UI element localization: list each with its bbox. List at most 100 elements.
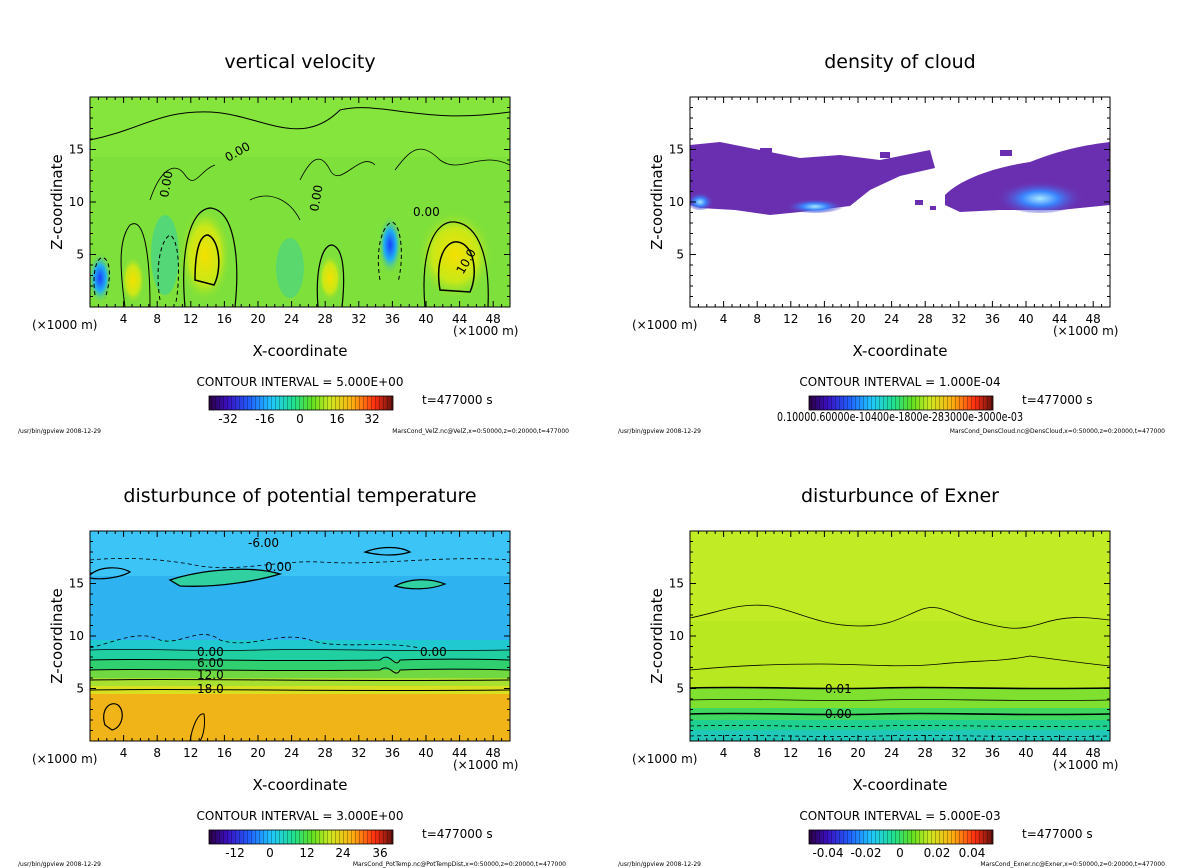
y-axis-label: Z-coordinate xyxy=(48,154,66,249)
x-tick-label: 40 xyxy=(1018,312,1033,326)
colorbar-tick: -32 xyxy=(218,412,238,426)
downdraft-blob xyxy=(378,215,402,275)
x-axis-label: X-coordinate xyxy=(253,342,348,360)
contour-label: 0.00 xyxy=(825,707,852,721)
footer-left: /usr/bin/gpview 2008-12-29 xyxy=(18,428,101,435)
colorbar-tick: -0.04 xyxy=(812,846,843,860)
cloud-core xyxy=(785,197,845,213)
colorbar-tick: -0.02 xyxy=(850,846,881,860)
x-tick-label: 24 xyxy=(284,312,299,326)
y-tick-label: 15 xyxy=(69,143,84,157)
x-tick-label: 8 xyxy=(753,746,761,760)
x-unit-left: (×1000 m) xyxy=(32,752,97,766)
colorbar-tick: 0.04 xyxy=(959,846,986,860)
x-tick-label: 32 xyxy=(351,746,366,760)
x-tick-label: 48 xyxy=(1086,312,1101,326)
contour-label: 6.00 xyxy=(197,656,224,670)
y-tick-label: 10 xyxy=(69,195,84,209)
colorbar-tick: 0 xyxy=(896,846,904,860)
colorbar-ticks: -12 0 12 24 36 xyxy=(225,846,387,860)
y-tick-label: 15 xyxy=(69,577,84,591)
footer-right: MarsCond_PotTemp.nc@PotTempDist,x=0:5000… xyxy=(353,861,566,868)
y-tick-label: 5 xyxy=(76,248,84,262)
x-tick-label: 28 xyxy=(318,312,333,326)
contour-label: 18.0 xyxy=(197,682,224,696)
updraft-blob xyxy=(179,207,231,303)
chart-title: density of cloud xyxy=(824,51,976,73)
footer-right: MarsCond_VelZ.nc@VelZ,x=0:50000,z=0:2000… xyxy=(392,428,569,435)
x-tick-label: 12 xyxy=(783,746,798,760)
contour-interval: CONTOUR INTERVAL = 1.000E-04 xyxy=(799,375,1000,389)
x-tick-label: 44 xyxy=(452,312,467,326)
colorbar-ticks: -0.04 -0.02 0 0.02 0.04 xyxy=(812,846,985,860)
x-tick-label: 20 xyxy=(850,746,865,760)
x-unit-right: (×1000 m) xyxy=(1053,758,1118,772)
panel-vertical-velocity: vertical velocity 0.0 xyxy=(18,51,569,435)
y-tick-label: 15 xyxy=(669,143,684,157)
colorbar-tick: -16 xyxy=(255,412,275,426)
x-tick-label: 48 xyxy=(486,312,501,326)
x-tick-label: 36 xyxy=(985,312,1000,326)
colorbar-tick: -12 xyxy=(225,846,245,860)
panel-potential-temperature: disturbunce of potential temperature xyxy=(18,485,566,868)
cloud-region xyxy=(690,142,935,215)
x-tick-label: 48 xyxy=(1086,746,1101,760)
contour-label: 0.00 xyxy=(413,205,440,219)
x-tick-label: 36 xyxy=(385,746,400,760)
y-tick-label: 10 xyxy=(669,195,684,209)
x-tick-label: 12 xyxy=(183,746,198,760)
x-unit-left: (×1000 m) xyxy=(632,318,697,332)
x-tick-label: 8 xyxy=(153,746,161,760)
y-tick-label: 5 xyxy=(76,682,84,696)
x-tick-label: 16 xyxy=(817,746,832,760)
x-tick-label: 12 xyxy=(783,312,798,326)
x-tick-label: 28 xyxy=(918,746,933,760)
x-tick-label: 4 xyxy=(120,746,128,760)
contour-interval: CONTOUR INTERVAL = 5.000E-03 xyxy=(799,809,1000,823)
x-tick-label: 4 xyxy=(720,312,728,326)
x-tick-label: 36 xyxy=(985,746,1000,760)
y-axis-label: Z-coordinate xyxy=(648,154,666,249)
footer-left: /usr/bin/gpview 2008-12-29 xyxy=(618,861,701,868)
x-axis-label: X-coordinate xyxy=(853,776,948,794)
contour-label: 0.00 xyxy=(265,560,292,574)
x-tick-label: 40 xyxy=(1018,746,1033,760)
x-tick-label: 20 xyxy=(850,312,865,326)
x-tick-label: 20 xyxy=(250,312,265,326)
x-unit-right: (×1000 m) xyxy=(453,758,518,772)
x-tick-label: 32 xyxy=(351,312,366,326)
time-label: t=477000 s xyxy=(422,393,493,407)
x-tick-label: 24 xyxy=(884,312,899,326)
x-unit-right: (×1000 m) xyxy=(453,324,518,338)
chart-title: disturbunce of potential temperature xyxy=(123,485,476,507)
x-tick-label: 12 xyxy=(183,312,198,326)
x-tick-label: 40 xyxy=(418,746,433,760)
y-tick-label: 5 xyxy=(676,248,684,262)
y-tick-label: 10 xyxy=(69,629,84,643)
x-tick-label: 32 xyxy=(951,312,966,326)
downdraft-blob xyxy=(90,252,112,304)
contour-label: 12.0 xyxy=(197,668,224,682)
x-tick-label: 4 xyxy=(120,312,128,326)
contour-label: 0.00 xyxy=(307,184,325,213)
colorbar-tick: 24 xyxy=(335,846,350,860)
chart-title: vertical velocity xyxy=(224,51,375,73)
colorbar-tick: 32 xyxy=(364,412,379,426)
x-tick-label: 20 xyxy=(250,746,265,760)
colorbar-ticks: 0.10000.60000e-10400e-1800e-283000e-3000… xyxy=(777,410,1023,424)
colorbar-tick: 0 xyxy=(296,412,304,426)
panel-exner: disturbunce of Exner 0.01 0.00 4 8 12 16 20 2… xyxy=(618,485,1165,868)
x-tick-label: 16 xyxy=(817,312,832,326)
x-tick-label: 28 xyxy=(918,312,933,326)
x-tick-label: 44 xyxy=(1052,746,1067,760)
footer-left: /usr/bin/gpview 2008-12-29 xyxy=(618,428,701,435)
x-tick-label: 36 xyxy=(385,312,400,326)
plot-area: 0.01 0.00 xyxy=(690,531,1110,741)
warm-layer xyxy=(90,694,510,741)
contour-interval: CONTOUR INTERVAL = 5.000E+00 xyxy=(197,375,404,389)
x-tick-label: 24 xyxy=(284,746,299,760)
x-tick-label: 48 xyxy=(486,746,501,760)
